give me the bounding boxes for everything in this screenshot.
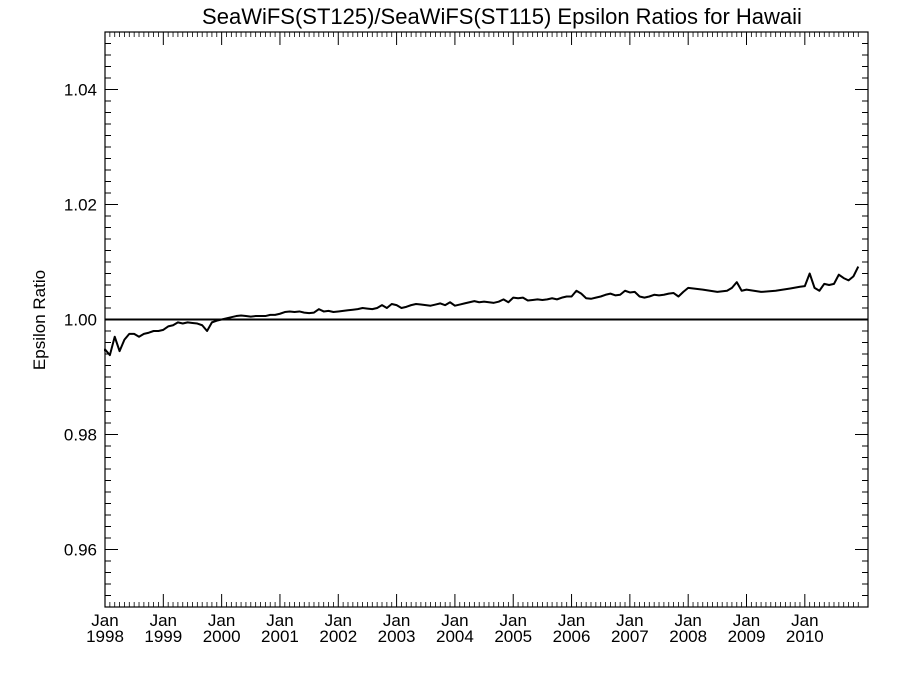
x-tick-month: Jan (383, 611, 410, 630)
axis-ticks (104, 31, 869, 608)
chart-title: SeaWiFS(ST125)/SeaWiFS(ST115) Epsilon Ra… (202, 4, 802, 29)
x-tick-year: 2010 (786, 627, 824, 646)
series-line-epsilon-ratio (104, 266, 860, 357)
y-tick-label: 0.96 (64, 541, 97, 560)
x-tick-month: Jan (441, 611, 468, 630)
x-tick-year: 1999 (144, 627, 182, 646)
x-tick-year: 2001 (261, 627, 299, 646)
x-tick-month: Jan (208, 611, 235, 630)
x-tick-month: Jan (616, 611, 643, 630)
x-tick-month: Jan (266, 611, 293, 630)
y-tick-label: 1.00 (64, 311, 97, 330)
x-tick-year: 2003 (378, 627, 416, 646)
x-tick-year: 1998 (86, 627, 124, 646)
y-tick-labels: 0.96 0.98 1.00 1.02 1.04 (64, 81, 97, 560)
x-tick-year: 2008 (669, 627, 707, 646)
x-tick-year: 2004 (436, 627, 474, 646)
x-tick-labels: Jan1998Jan1999Jan2000Jan2001Jan2002Jan20… (86, 611, 824, 646)
y-axis-label: Epsilon Ratio (30, 270, 49, 370)
x-tick-month: Jan (558, 611, 585, 630)
x-tick-month: Jan (791, 611, 818, 630)
x-tick-month: Jan (500, 611, 527, 630)
y-tick-label: 1.04 (64, 81, 97, 100)
x-tick-month: Jan (674, 611, 701, 630)
x-tick-year: 2005 (494, 627, 532, 646)
y-tick-label: 1.02 (64, 196, 97, 215)
x-tick-month: Jan (91, 611, 118, 630)
x-tick-month: Jan (325, 611, 352, 630)
x-tick-year: 2006 (553, 627, 591, 646)
y-tick-label: 0.98 (64, 426, 97, 445)
x-tick-month: Jan (150, 611, 177, 630)
x-tick-year: 2002 (319, 627, 357, 646)
x-tick-year: 2007 (611, 627, 649, 646)
x-tick-month: Jan (733, 611, 760, 630)
x-tick-year: 2009 (728, 627, 766, 646)
x-tick-year: 2000 (203, 627, 241, 646)
